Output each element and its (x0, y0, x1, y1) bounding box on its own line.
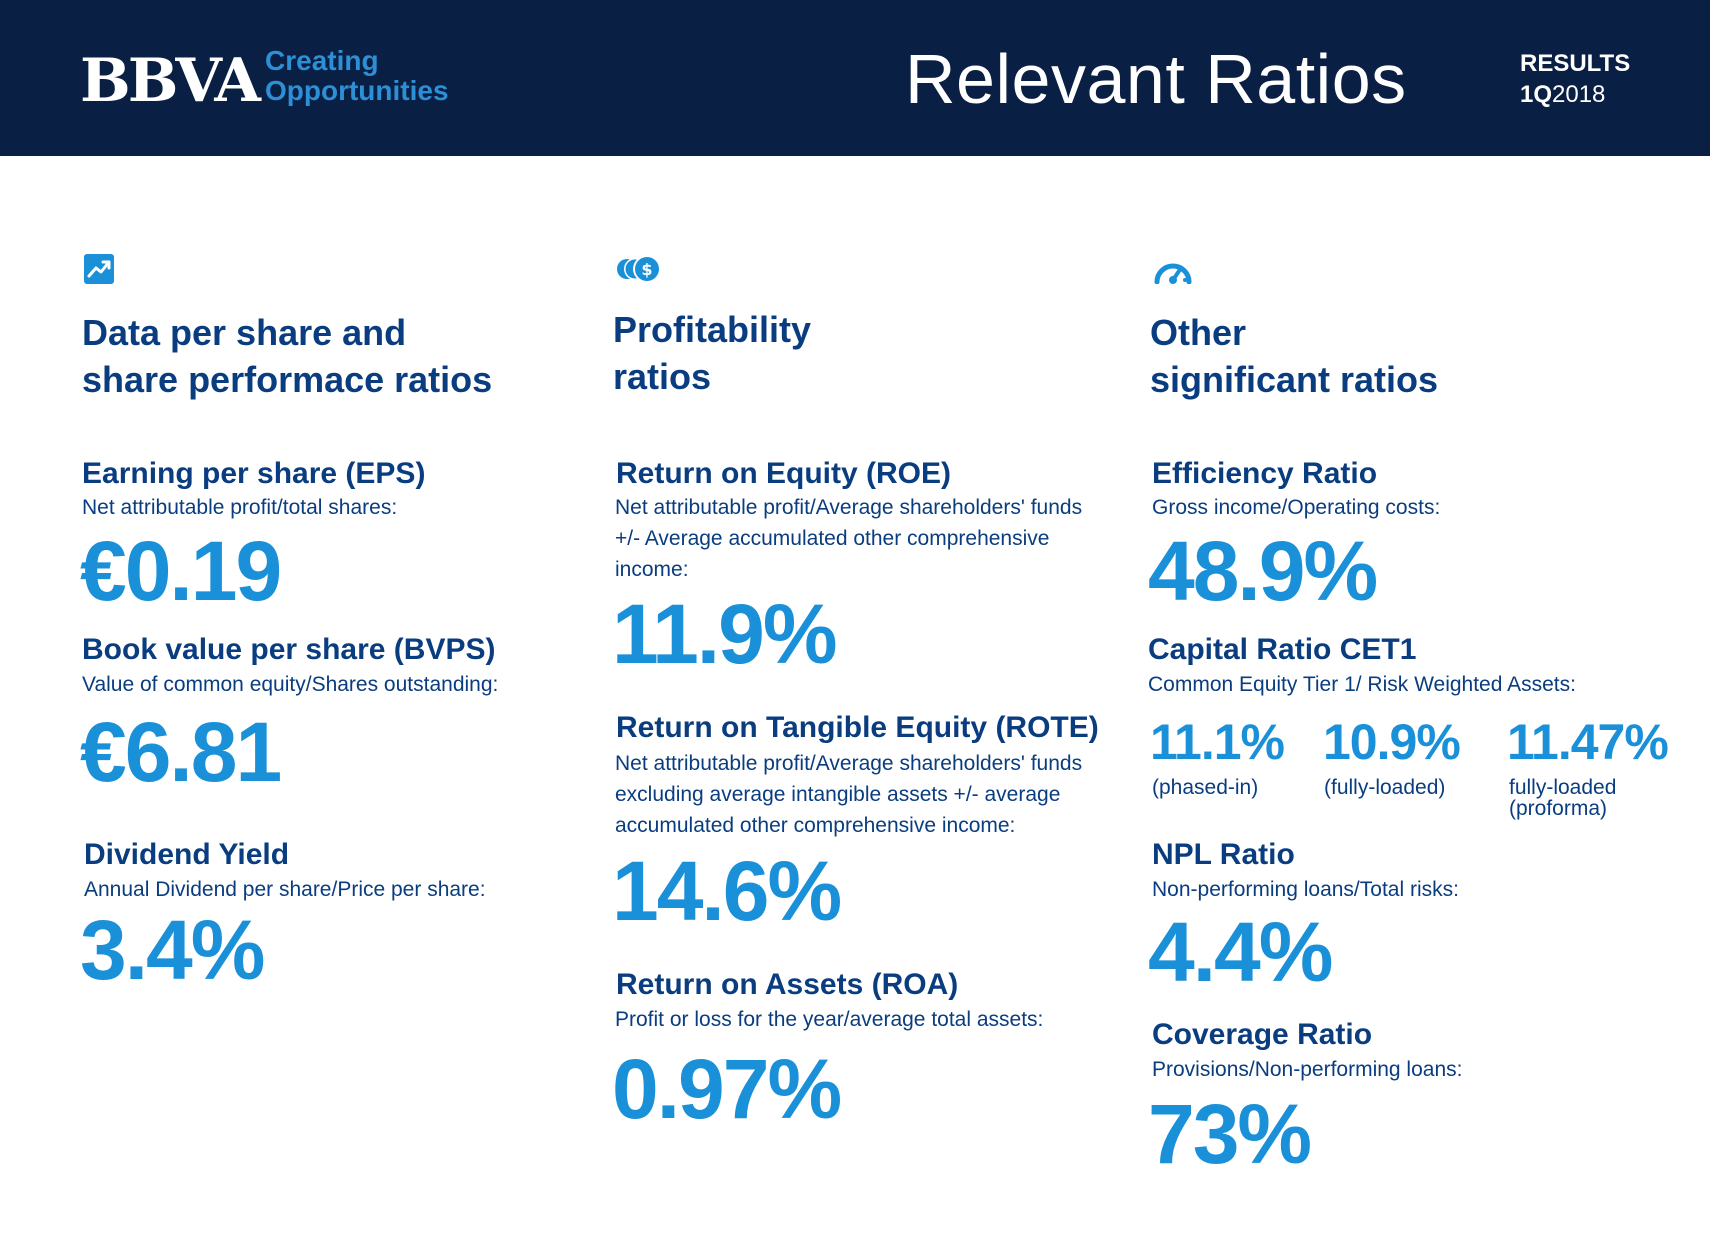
tagline: Creating Opportunities (265, 46, 449, 106)
coins-dollar-icon: $ (617, 256, 659, 282)
cet1-title: Capital Ratio CET1 (1148, 633, 1417, 666)
npl-title: NPL Ratio (1152, 838, 1295, 871)
roa-description: Profit or loss for the year/average tota… (615, 1008, 1044, 1031)
roe-value: 11.9% (612, 587, 838, 681)
coverage-value: 73% (1148, 1087, 1312, 1181)
section-heading-profitability: Profitability ratios (613, 309, 812, 397)
roa-value: 0.97% (612, 1042, 842, 1136)
cet1-phased-in-label: (phased-in) (1152, 776, 1259, 799)
rote-title: Return on Tangible Equity (ROTE) (616, 711, 1099, 744)
cet1-fully-loaded-value: 10.9% (1323, 714, 1461, 770)
coverage-title: Coverage Ratio (1152, 1018, 1373, 1051)
rote-value: 14.6% (612, 844, 842, 938)
roe-title: Return on Equity (ROE) (616, 457, 951, 490)
section-heading-other: Other significant ratios (1150, 312, 1439, 400)
tagline-line1: Creating (265, 45, 379, 76)
eps-title: Earning per share (EPS) (82, 457, 426, 490)
results-year: 2018 (1552, 81, 1606, 108)
results-label: RESULTS (1520, 50, 1631, 77)
speedometer-icon (1154, 263, 1192, 284)
svg-text:$: $ (641, 260, 652, 279)
trend-chart-icon (84, 254, 114, 284)
header-bar: BBVA Creating Opportunities Relevant Rat… (0, 0, 1710, 156)
roa-title: Return on Assets (ROA) (616, 968, 959, 1001)
results-quarter: 1Q (1520, 81, 1553, 108)
efficiency-value: 48.9% (1148, 524, 1378, 618)
results-period: RESULTS 1Q2018 (1520, 48, 1630, 110)
efficiency-title: Efficiency Ratio (1152, 457, 1378, 490)
dividend-yield-value: 3.4% (80, 903, 265, 997)
cet1-phased-in-value: 11.1% (1150, 714, 1285, 770)
npl-value: 4.4% (1148, 905, 1333, 999)
page-title: Relevant Ratios (905, 40, 1407, 118)
coverage-description: Provisions/Non-performing loans: (1152, 1058, 1463, 1081)
cet1-proforma-value: 11.47% (1507, 714, 1669, 770)
cet1-proforma-label: fully-loaded (proforma) (1509, 776, 1617, 820)
roe-description: Net attributable profit/Average sharehol… (615, 496, 1083, 581)
cet1-description: Common Equity Tier 1/ Risk Weighted Asse… (1148, 673, 1576, 696)
efficiency-description: Gross income/Operating costs: (1152, 496, 1441, 519)
eps-value: €0.19 (80, 524, 282, 618)
rote-description: Net attributable profit/Average sharehol… (615, 752, 1083, 837)
bvps-title: Book value per share (BVPS) (82, 633, 496, 666)
dividend-yield-title: Dividend Yield (84, 838, 290, 871)
eps-description: Net attributable profit/total shares: (82, 496, 398, 519)
section-heading-share-data: Data per share and share performace rati… (82, 312, 493, 400)
bbva-logo: BBVA (80, 46, 261, 116)
bvps-description: Value of common equity/Shares outstandin… (82, 673, 499, 696)
cet1-fully-loaded-label: (fully-loaded) (1324, 776, 1446, 799)
dividend-yield-description: Annual Dividend per share/Price per shar… (84, 878, 486, 901)
npl-description: Non-performing loans/Total risks: (1152, 878, 1459, 901)
tagline-line2: Opportunities (265, 75, 449, 106)
bvps-value: €6.81 (80, 705, 282, 799)
